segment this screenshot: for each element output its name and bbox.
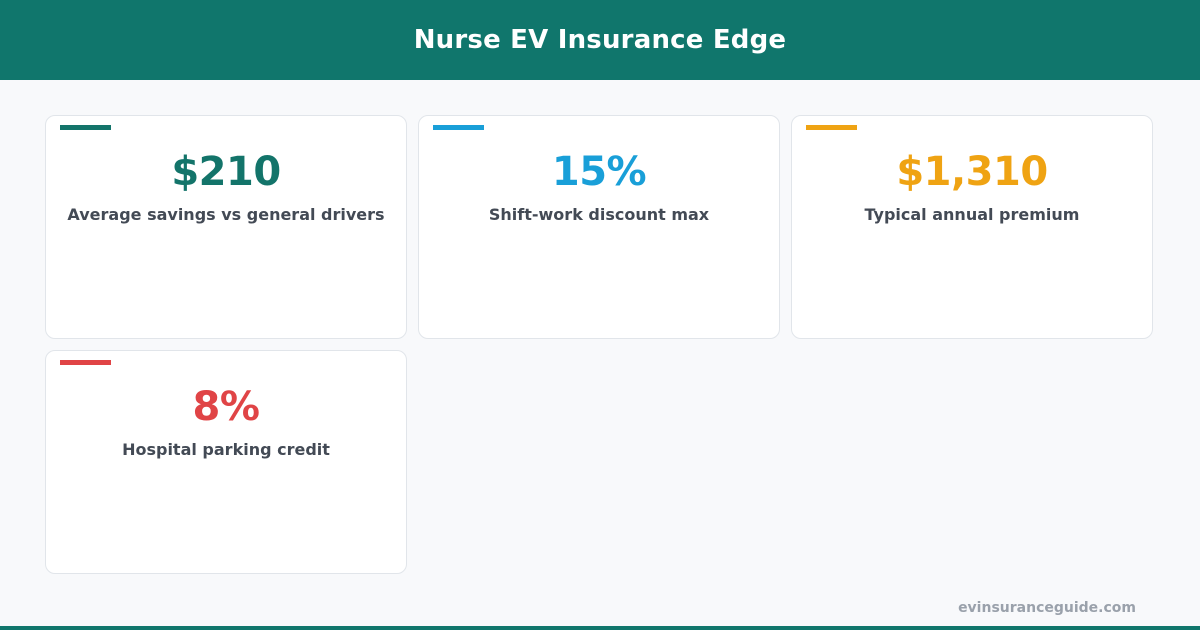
stat-value: 8%: [192, 384, 260, 430]
stat-value: $1,310: [896, 149, 1048, 195]
bottom-accent-bar: [0, 626, 1200, 630]
card-accent-bar: [433, 125, 484, 130]
stat-value: 15%: [551, 149, 647, 195]
stat-label: Hospital parking credit: [122, 440, 330, 459]
stat-label: Average savings vs general drivers: [67, 205, 385, 224]
stat-card-average-savings: $210 Average savings vs general drivers: [45, 115, 407, 339]
stat-label: Typical annual premium: [864, 205, 1080, 224]
card-accent-bar: [60, 360, 111, 365]
stat-card-parking-credit: 8% Hospital parking credit: [45, 350, 407, 574]
stat-value: $210: [171, 149, 281, 195]
stat-label: Shift-work discount max: [488, 205, 710, 224]
stat-card-shift-work-discount: 15% Shift-work discount max: [418, 115, 780, 339]
stat-card-annual-premium: $1,310 Typical annual premium: [791, 115, 1153, 339]
card-accent-bar: [806, 125, 857, 130]
page-title: Nurse EV Insurance Edge: [413, 25, 787, 55]
card-accent-bar: [60, 125, 111, 130]
footer-domain-link[interactable]: evinsuranceguide.com: [958, 600, 1136, 616]
header-bar: Nurse EV Insurance Edge: [0, 0, 1200, 80]
